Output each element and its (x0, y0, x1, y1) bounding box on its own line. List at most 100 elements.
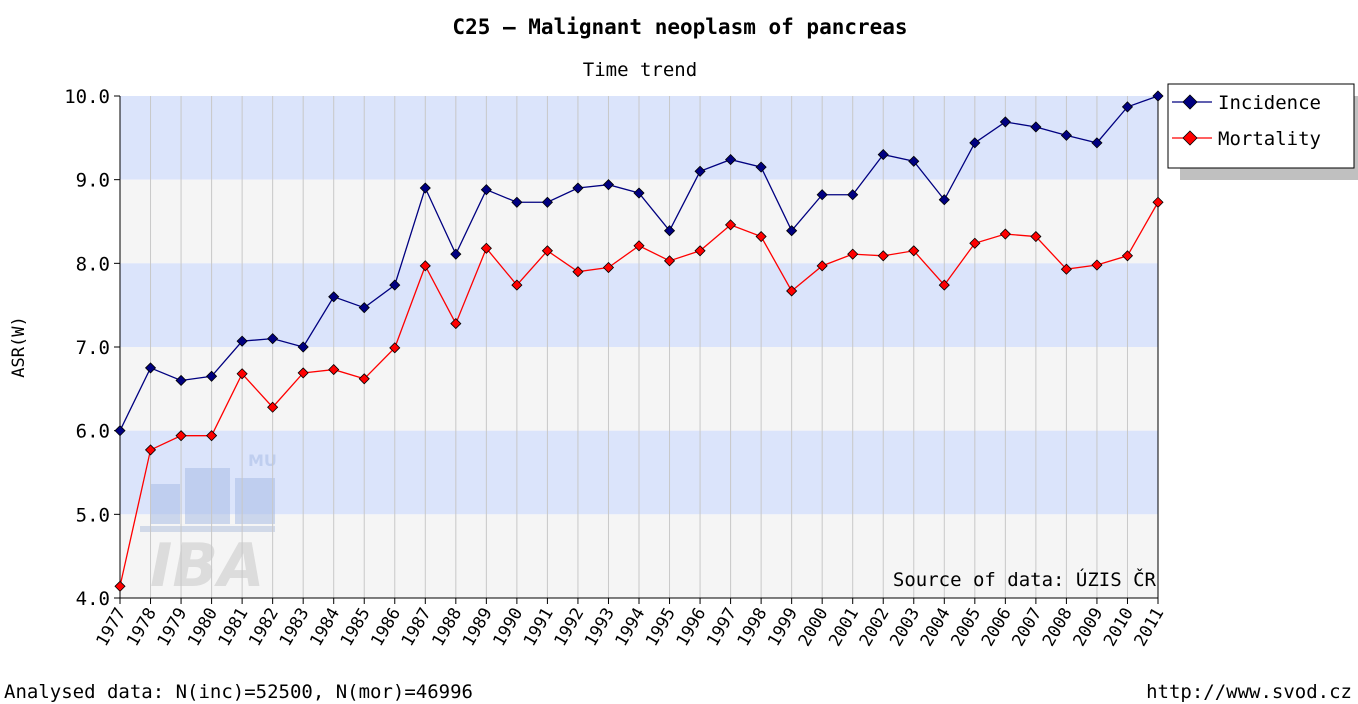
x-tick-label: 2005 (947, 605, 985, 650)
y-tick-label: 4.0 (76, 588, 110, 610)
data-point (938, 279, 950, 291)
data-point (633, 187, 645, 199)
data-point (877, 149, 889, 161)
x-tick-label: 1996 (673, 605, 711, 650)
data-point (663, 255, 676, 267)
data-point (1091, 137, 1103, 149)
x-tick-label: 1986 (367, 605, 405, 650)
x-tick-label: 1992 (550, 605, 588, 650)
data-point (908, 245, 920, 257)
data-point (328, 291, 340, 303)
legend-marker (1182, 130, 1198, 146)
data-point (511, 196, 523, 208)
x-tick-label: 2011 (1131, 605, 1169, 650)
x-tick-label: 1989 (459, 605, 497, 650)
data-point (755, 161, 767, 173)
x-tick-label: 1988 (428, 605, 466, 650)
y-axis-label: ASR(W) (9, 316, 29, 377)
data-point (297, 341, 309, 353)
data-point (114, 580, 126, 592)
x-tick-label: 2003 (886, 605, 924, 650)
data-point (969, 137, 981, 149)
x-tick-label: 1995 (642, 605, 680, 650)
x-tick-label: 1997 (703, 605, 741, 650)
data-point (144, 444, 157, 456)
x-tick-label: 1994 (612, 605, 650, 650)
y-tick-label: 5.0 (76, 504, 110, 526)
data-point (480, 242, 492, 254)
x-tick-label: 1985 (337, 605, 375, 650)
footer-right: http://www.svod.cz (1146, 681, 1352, 703)
data-point (602, 179, 615, 191)
legend-label: Incidence (1218, 92, 1321, 114)
x-tick-label: 1983 (276, 605, 314, 650)
logo-block (150, 484, 180, 524)
data-point (572, 266, 584, 278)
chart-title: C25 – Malignant neoplasm of pancreas (452, 15, 907, 39)
data-point (786, 225, 798, 237)
x-tick-label: 1982 (245, 605, 283, 650)
legend-label: Mortality (1218, 128, 1321, 150)
data-point (1030, 121, 1042, 133)
data-point (236, 368, 248, 380)
data-point (297, 367, 309, 379)
x-tick-label: 2000 (795, 605, 833, 650)
x-tick-label: 2010 (1100, 605, 1138, 650)
data-point (450, 318, 462, 330)
data-point (144, 362, 157, 374)
x-tick-label: 1999 (764, 605, 802, 650)
data-point (847, 189, 859, 201)
data-point (1030, 230, 1042, 243)
x-tick-label: 2007 (1008, 605, 1046, 650)
data-point (450, 248, 462, 260)
data-point (663, 225, 676, 237)
data-point (206, 430, 218, 442)
data-point (480, 184, 492, 196)
chart-subtitle: Time trend (583, 59, 697, 81)
x-tick-label: 2008 (1039, 605, 1077, 650)
data-point (358, 302, 370, 314)
data-point (419, 260, 431, 272)
data-point (1060, 263, 1072, 275)
x-tick-label: 2009 (1069, 605, 1107, 650)
data-point (1060, 129, 1072, 141)
y-tick-label: 7.0 (76, 337, 110, 359)
data-point (328, 364, 340, 376)
logo-text: IBA (150, 531, 265, 601)
x-tick-label: 1987 (398, 605, 436, 650)
data-point (694, 245, 706, 257)
x-tick-label: 1978 (123, 605, 161, 650)
legend (1167, 83, 1355, 169)
data-point (419, 182, 431, 194)
data-point (816, 260, 828, 272)
logo-sub: MU (248, 451, 277, 470)
footer-left: Analysed data: N(inc)=52500, N(mor)=4699… (4, 681, 473, 703)
data-point (602, 261, 615, 274)
data-point (267, 333, 279, 345)
y-tick-label: 8.0 (76, 253, 110, 275)
x-tick-label: 1979 (154, 605, 192, 650)
legend-marker (1182, 94, 1198, 110)
data-point (267, 401, 279, 413)
x-tick-label: 2001 (825, 605, 863, 650)
data-point (725, 219, 737, 231)
x-tick-label: 1998 (734, 605, 772, 650)
x-tick-label: 2004 (917, 605, 955, 650)
x-tick-label: 1990 (489, 605, 527, 650)
data-point (938, 194, 950, 206)
data-point (1121, 250, 1134, 262)
data-point (511, 279, 523, 291)
x-tick-label: 1993 (581, 605, 619, 650)
y-tick-label: 6.0 (76, 421, 110, 443)
logo-block (235, 478, 275, 524)
logo-bar (140, 526, 275, 532)
logo-block (185, 468, 230, 524)
data-point (541, 245, 553, 257)
data-point (1152, 90, 1164, 102)
x-tick-label: 1981 (215, 605, 253, 650)
data-point (999, 116, 1011, 128)
data-point (1121, 101, 1134, 113)
data-point (877, 250, 889, 262)
